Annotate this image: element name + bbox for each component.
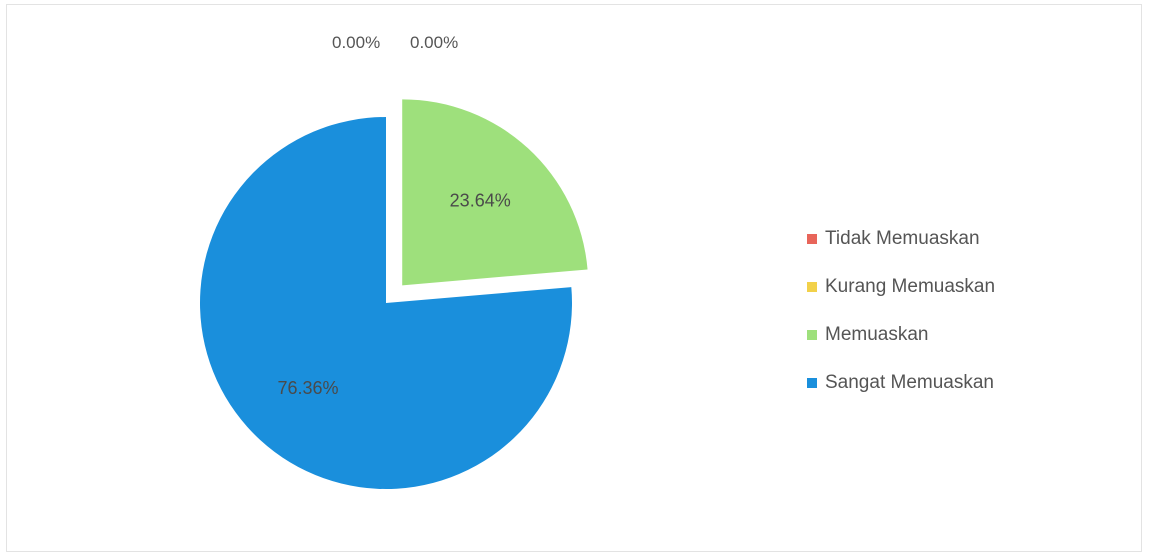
legend: Tidak Memuaskan Kurang Memuaskan Memuask… bbox=[807, 215, 995, 407]
legend-item-kurang-memuaskan: Kurang Memuaskan bbox=[807, 263, 995, 311]
legend-label-memuaskan: Memuaskan bbox=[825, 324, 929, 345]
legend-swatch-memuaskan bbox=[807, 330, 817, 340]
pie-slice-sangat-memuaskan bbox=[200, 117, 573, 489]
chart-area: 23.64% 76.36% 0.00% 0.00% Tidak Memuaskan… bbox=[6, 4, 1142, 552]
legend-label-kurang-memuaskan: Kurang Memuaskan bbox=[825, 276, 996, 297]
data-label-kurang-memuaskan: 0.00% bbox=[410, 33, 459, 52]
pie-slice-memuaskan bbox=[402, 99, 588, 286]
pie-chart: 23.64% 76.36% bbox=[200, 99, 588, 489]
legend-item-tidak-memuaskan: Tidak Memuaskan bbox=[807, 215, 995, 263]
legend-item-sangat-memuaskan: Sangat Memuaskan bbox=[807, 359, 995, 407]
data-label-sangat-memuaskan: 76.36% bbox=[277, 378, 338, 398]
legend-swatch-sangat-memuaskan bbox=[807, 378, 817, 388]
legend-item-memuaskan: Memuaskan bbox=[807, 311, 995, 359]
legend-swatch-kurang-memuaskan bbox=[807, 282, 817, 292]
data-label-tidak-memuaskan: 0.00% bbox=[332, 33, 381, 52]
data-label-memuaskan: 23.64% bbox=[450, 190, 511, 210]
legend-swatch-tidak-memuaskan bbox=[807, 234, 817, 244]
legend-label-tidak-memuaskan: Tidak Memuaskan bbox=[825, 228, 980, 249]
legend-label-sangat-memuaskan: Sangat Memuaskan bbox=[825, 372, 994, 393]
